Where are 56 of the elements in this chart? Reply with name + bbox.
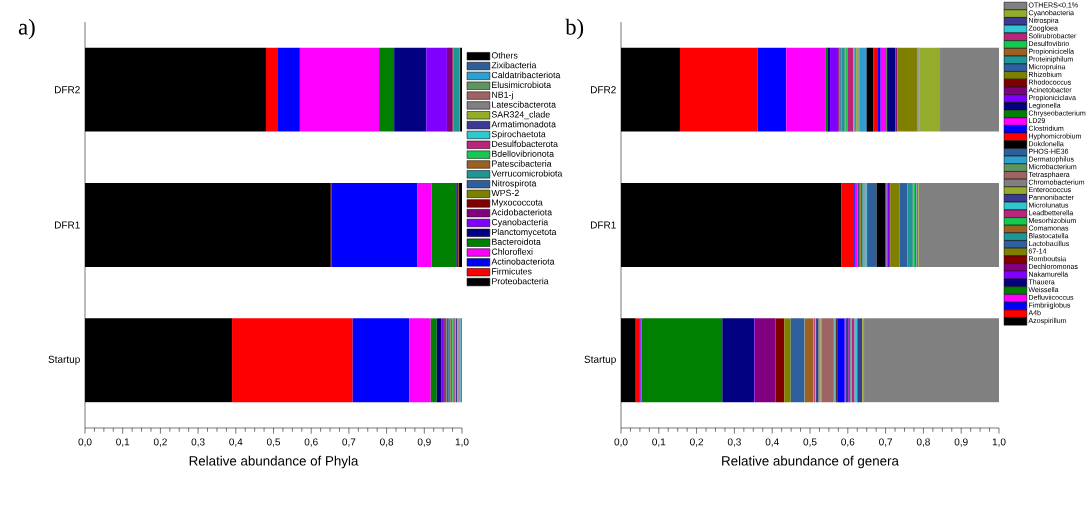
x-tick-label: 0,4 — [765, 438, 779, 447]
x-axis-title: Relative abundance of genera — [722, 455, 899, 469]
x-tick-label: 0,3 — [727, 438, 741, 447]
legend-label: Bacteroidota — [492, 238, 541, 245]
legend-label: Acidobacteriota — [491, 208, 553, 216]
legend-label: Myxococcota — [492, 199, 543, 208]
x-tick-label: 0,7 — [342, 438, 356, 447]
chart-title: a) — [18, 18, 35, 40]
legend-label: Nitrospirota — [492, 179, 537, 189]
x-tick-label: 0,5 — [803, 438, 817, 447]
x-tick-label: 0,0 — [614, 438, 628, 447]
x-tick-label: 0,6 — [304, 438, 318, 447]
chart-title: b) — [565, 18, 584, 40]
legend-label: Desulfobacterota — [492, 140, 558, 148]
x-tick-label: 0,2 — [153, 438, 167, 447]
x-tick-label: 0,5 — [266, 438, 281, 447]
legend-label: Caldatribacteriota — [491, 71, 561, 79]
legend-label: Patescibacteria — [492, 160, 552, 167]
y-tick-label: DFR1 — [591, 221, 616, 229]
legend-label: Actinobacteriota — [491, 258, 555, 265]
x-tick-label: 0,0 — [78, 438, 92, 447]
legend-label: Verrucomicrobiota — [491, 170, 563, 177]
legend-label: Others — [491, 52, 518, 59]
legend-label: Bdellovibrionota — [492, 150, 555, 157]
y-tick-label: Startup — [584, 355, 616, 365]
x-tick-label: 1,0 — [455, 438, 469, 447]
legend-label: WPS-2 — [491, 189, 519, 197]
x-tick-label: 0,9 — [954, 438, 968, 447]
y-tick-label: DFR1 — [55, 221, 80, 229]
x-tick-label: 0,6 — [841, 438, 855, 447]
legend-label: SAR324_clade — [491, 111, 550, 120]
x-tick-label: 0,2 — [690, 438, 704, 447]
x-tick-label: 0,7 — [879, 438, 893, 447]
x-tick-label: 0,1 — [116, 438, 130, 447]
x-tick-label: 0,3 — [191, 438, 205, 447]
legend-label: Proteobacteria — [492, 277, 549, 285]
legend-label: Armatimonadota — [491, 120, 556, 128]
legend-label: Zixibacteria — [491, 61, 537, 69]
legend-label: Firmicutes — [492, 268, 532, 275]
x-tick-label: 0,8 — [380, 438, 394, 447]
x-tick-label: 0,1 — [652, 438, 666, 447]
legend-label: NB1-j — [492, 91, 513, 100]
legend-label: Cyanobacteria — [491, 218, 549, 227]
legend-label: Planctomycetota — [492, 228, 557, 237]
legend-label: Spirochaetota — [491, 130, 546, 139]
y-tick-label: DFR2 — [55, 86, 80, 94]
x-axis-title: Relative abundance of Phyla — [189, 455, 359, 469]
legend-label: Elusimicrobiota — [492, 81, 552, 89]
x-tick-label: 0,8 — [916, 438, 930, 447]
legend-label: Latescibacterota — [492, 101, 556, 108]
legend-label: Chloroflexi — [491, 248, 533, 255]
x-tick-label: 0,4 — [229, 438, 243, 447]
y-tick-label: Startup — [48, 355, 80, 365]
x-tick-label: 1,0 — [992, 438, 1006, 447]
y-tick-label: DFR2 — [591, 86, 616, 94]
x-tick-label: 0,9 — [417, 438, 431, 447]
